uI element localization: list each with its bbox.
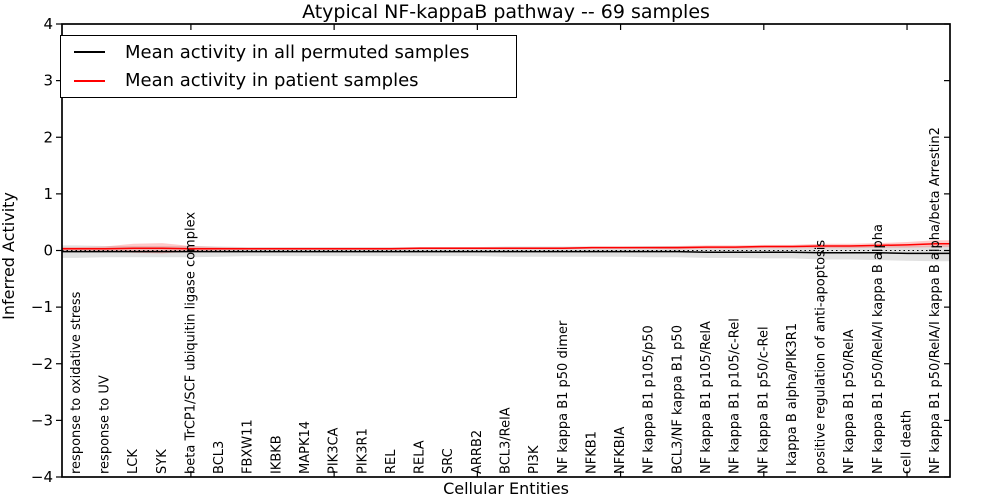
x-tick-label: positive regulation of anti-apoptosis: [814, 240, 829, 474]
y-tick-label: 0: [43, 242, 53, 260]
x-tick-label: NF kappa B1 p50/RelA: [842, 329, 857, 474]
y-tick-label: 3: [43, 72, 53, 90]
y-tick-label: −4: [31, 468, 53, 486]
permuted-mean-line: [62, 250, 950, 255]
x-tick-label: FBXW11: [241, 419, 256, 474]
x-tick-label: beta TrCP1/SCF ubiquitin ligase complex: [183, 212, 198, 474]
x-tick-label: I kappa B alpha/PIK3R1: [785, 323, 800, 474]
x-tick-label: NF kappa B1 p50 dimer: [556, 320, 571, 474]
x-tick-label: MAPK14: [298, 421, 313, 474]
x-tick-label: BCL3/RelA: [499, 407, 514, 474]
y-tick-label: 2: [43, 128, 53, 146]
x-tick-label: REL: [384, 449, 399, 474]
x-tick-label: BCL3/NF kappa B1 p50: [670, 325, 685, 474]
x-tick-label: PIK3CA: [327, 427, 342, 474]
x-tick-label: PI3K: [527, 445, 542, 474]
patient-line-swatch: [74, 79, 105, 82]
permuted-line-swatch: [74, 51, 105, 54]
legend-item-patient: Mean activity in patient samples: [61, 67, 516, 95]
x-tick-label: response to UV: [97, 375, 112, 474]
legend-item-permuted: Mean activity in all permuted samples: [61, 38, 516, 66]
x-tick-label: NF kappa B1 p50/RelA/I kappa B alpha: [871, 224, 886, 474]
y-tick-label: 4: [43, 15, 53, 33]
x-tick-label: NF kappa B1 p50/RelA/I kappa B alpha/bet…: [928, 127, 943, 474]
x-tick-label: LCK: [126, 449, 141, 474]
y-axis-title: Inferred Activity: [0, 192, 18, 320]
x-tick-label: RELA: [413, 440, 428, 474]
legend-label-permuted: Mean activity in all permuted samples: [125, 41, 470, 63]
legend-label-patient: Mean activity in patient samples: [125, 70, 419, 92]
x-tick-label: ARRB2: [470, 430, 485, 474]
patient-mean-line: [62, 242, 950, 250]
x-tick-label: cell death: [900, 410, 915, 474]
chart-title: Atypical NF-kappaB pathway -- 69 samples: [302, 1, 710, 23]
x-tick-label: NF kappa B1 p105/c-Rel: [728, 318, 743, 474]
x-tick-label: NF kappa B1 p105/p50: [642, 325, 657, 474]
x-tick-label: NF kappa B1 p50/c-Rel: [756, 326, 771, 474]
x-tick-label: SRC: [441, 448, 456, 474]
x-tick-label: IKBKB: [269, 435, 284, 474]
x-tick-label: response to oxidative stress: [69, 291, 84, 474]
x-tick-label: NF kappa B1 p105/RelA: [699, 321, 714, 474]
y-tick-label: −2: [31, 355, 53, 373]
x-tick-label: BCL3: [212, 441, 227, 474]
y-tick-label: 1: [43, 185, 53, 203]
x-tick-label: PIK3R1: [355, 428, 370, 474]
legend: Mean activity in all permuted samples Me…: [60, 35, 517, 98]
x-axis-title: Cellular Entities: [443, 479, 569, 498]
x-tick-label: NFKBIA: [613, 427, 628, 474]
x-tick-label: NFKB1: [584, 431, 599, 474]
y-tick-label: −3: [31, 411, 53, 429]
y-tick-label: −1: [31, 298, 53, 316]
x-tick-label: SYK: [155, 449, 170, 474]
